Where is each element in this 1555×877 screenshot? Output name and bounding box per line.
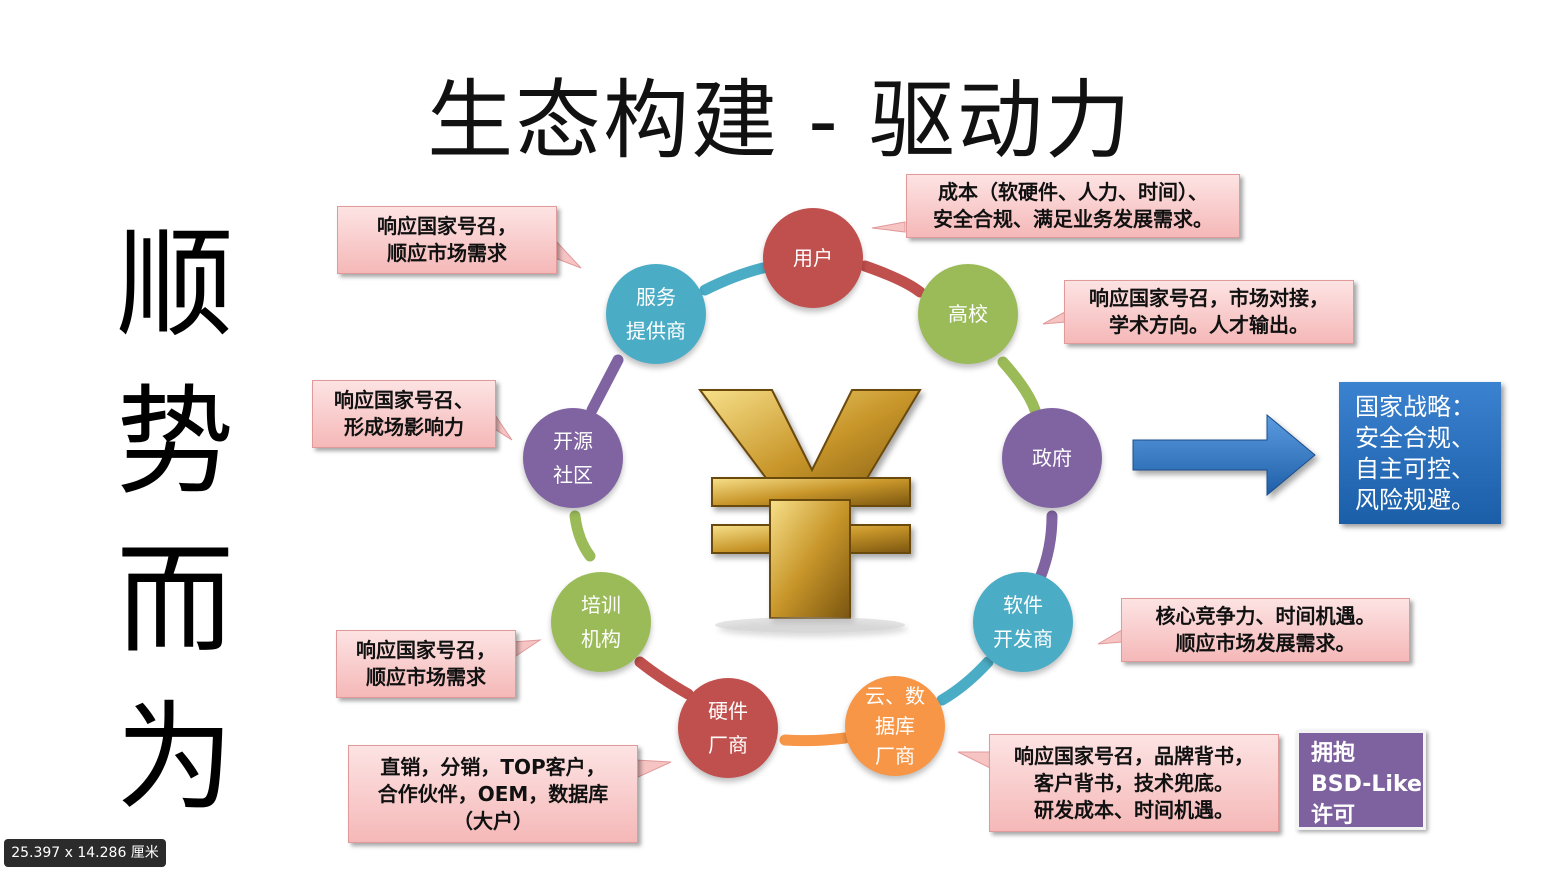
- callout-line: 响应国家号召，: [356, 638, 496, 662]
- bsd-line: 拥抱: [1311, 741, 1356, 766]
- national-strategy-box: 国家战略： 安全合规、 自主可控、 风险规避。: [1339, 382, 1501, 524]
- callout-line: 响应国家号召，: [377, 214, 517, 238]
- node-training-institution: 培训 机构: [551, 572, 651, 672]
- strategy-line: 安全合规、: [1355, 424, 1475, 452]
- callout-open-source-community: 响应国家号召、 形成场影响力: [312, 380, 496, 448]
- node-software-developer: 软件 开发商: [973, 572, 1073, 672]
- node-label: 机构: [581, 627, 621, 651]
- node-label: 社区: [553, 463, 593, 487]
- callout-line: 顺应市场发展需求。: [1175, 631, 1356, 655]
- yen-icon: [698, 389, 922, 633]
- node-label: 培训: [581, 593, 621, 617]
- node-label: 硬件: [708, 699, 748, 723]
- node-label: 用户: [793, 246, 833, 270]
- node-government: 政府: [1002, 408, 1102, 508]
- callout-software-developer: 核心竞争力、时间机遇。 顺应市场发展需求。: [1121, 598, 1410, 662]
- slide-dimensions-label: 25.397 x 14.286 厘米: [4, 839, 166, 867]
- connector-government-software: [1034, 510, 1058, 584]
- node-open-source-community: 开源 社区: [523, 408, 623, 508]
- callout-line: 核心竞争力、时间机遇。: [1155, 604, 1376, 628]
- connector-service-user: [699, 262, 769, 296]
- node-label: 软件: [1003, 593, 1043, 617]
- callout-line: （大户）: [453, 808, 533, 833]
- node-label: 提供商: [626, 319, 686, 343]
- slogan-char: 势: [115, 373, 234, 511]
- connector-opensource-service: [586, 354, 624, 416]
- callout-tail: [957, 751, 991, 769]
- node-label: 高校: [948, 302, 988, 326]
- callout-line: 顺应市场需求: [366, 665, 486, 689]
- callout-line: 研发成本、时间机遇。: [1034, 797, 1234, 822]
- node-label: 厂商: [875, 744, 915, 768]
- callout-line: 成本（软硬件、人力、时间）、: [938, 180, 1208, 204]
- connector-university-government: [997, 356, 1041, 416]
- connector-cloud-hardware: [779, 732, 851, 747]
- connector-hardware-training: [634, 656, 694, 700]
- callout-line: 安全合规、满足业务发展需求。: [933, 207, 1213, 231]
- node-user: 用户: [763, 208, 863, 308]
- strategy-line: 国家战略：: [1355, 393, 1475, 421]
- callout-training-institution: 响应国家号召， 顺应市场需求: [336, 630, 516, 698]
- node-label: 厂商: [708, 733, 748, 757]
- bsd-line: BSD-Like: [1311, 772, 1422, 797]
- strategy-line: 风险规避。: [1355, 486, 1475, 514]
- callout-line: 顺应市场需求: [387, 241, 507, 265]
- callout-line: 直销，分销，TOP客户，: [380, 754, 606, 779]
- node-label: 据库: [875, 714, 915, 738]
- callout-line: 响应国家号召，品牌背书，: [1014, 743, 1254, 768]
- callout-tail: [512, 639, 542, 659]
- connector-training-opensource: [569, 510, 596, 562]
- callout-line: 响应国家号召、: [334, 388, 474, 412]
- connector-software-cloud: [936, 656, 994, 706]
- callout-line: 形成场影响力: [344, 415, 464, 439]
- node-university: 高校: [918, 264, 1018, 364]
- callout-university: 响应国家号召，市场对接， 学术方向。人才输出。: [1064, 280, 1354, 344]
- node-label: 开源: [553, 429, 593, 453]
- callout-line: 客户背书，技术兜底。: [1034, 770, 1234, 795]
- node-label: 服务: [636, 285, 676, 309]
- right-arrow-icon: [1132, 413, 1316, 497]
- slogan-char: 而: [115, 531, 234, 669]
- callout-tail: [871, 221, 906, 233]
- connector-user-university: [859, 260, 926, 298]
- node-label: 政府: [1032, 446, 1072, 470]
- node-service-provider: 服务 提供商: [606, 264, 706, 364]
- side-slogan: 顺 势 而 为: [105, 205, 245, 837]
- node-hardware-vendor: 硬件 厂商: [678, 678, 778, 778]
- callout-line: 学术方向。人才输出。: [1109, 313, 1309, 337]
- callout-hardware-vendor: 直销，分销，TOP客户， 合作伙伴，OEM，数据库 （大户）: [348, 745, 638, 843]
- callout-line: 合作伙伴，OEM，数据库: [377, 781, 609, 806]
- callout-tail: [1042, 311, 1066, 325]
- slogan-char: 为: [115, 689, 234, 827]
- callout-tail: [1097, 629, 1123, 645]
- bsd-line: 许可: [1311, 803, 1356, 828]
- callout-tail: [635, 759, 672, 779]
- callout-service-provider: 响应国家号召， 顺应市场需求: [337, 206, 557, 274]
- callout-cloud-database-vendor: 响应国家号召，品牌背书， 客户背书，技术兜底。 研发成本、时间机遇。: [989, 734, 1279, 832]
- node-label: 云、数: [865, 684, 925, 708]
- node-cloud-database-vendor: 云、数 据库 厂商: [845, 676, 945, 776]
- slogan-char: 顺: [115, 215, 234, 353]
- bsd-license-box: 拥抱 BSD-Like 许可: [1296, 730, 1426, 830]
- callout-line: 响应国家号召，市场对接，: [1089, 286, 1329, 310]
- callout-user: 成本（软硬件、人力、时间）、 安全合规、满足业务发展需求。: [906, 174, 1240, 238]
- callout-tail: [554, 238, 582, 269]
- page-title: 生态构建 - 驱动力: [427, 71, 1133, 171]
- strategy-line: 自主可控、: [1355, 455, 1475, 483]
- node-label: 开发商: [993, 627, 1053, 651]
